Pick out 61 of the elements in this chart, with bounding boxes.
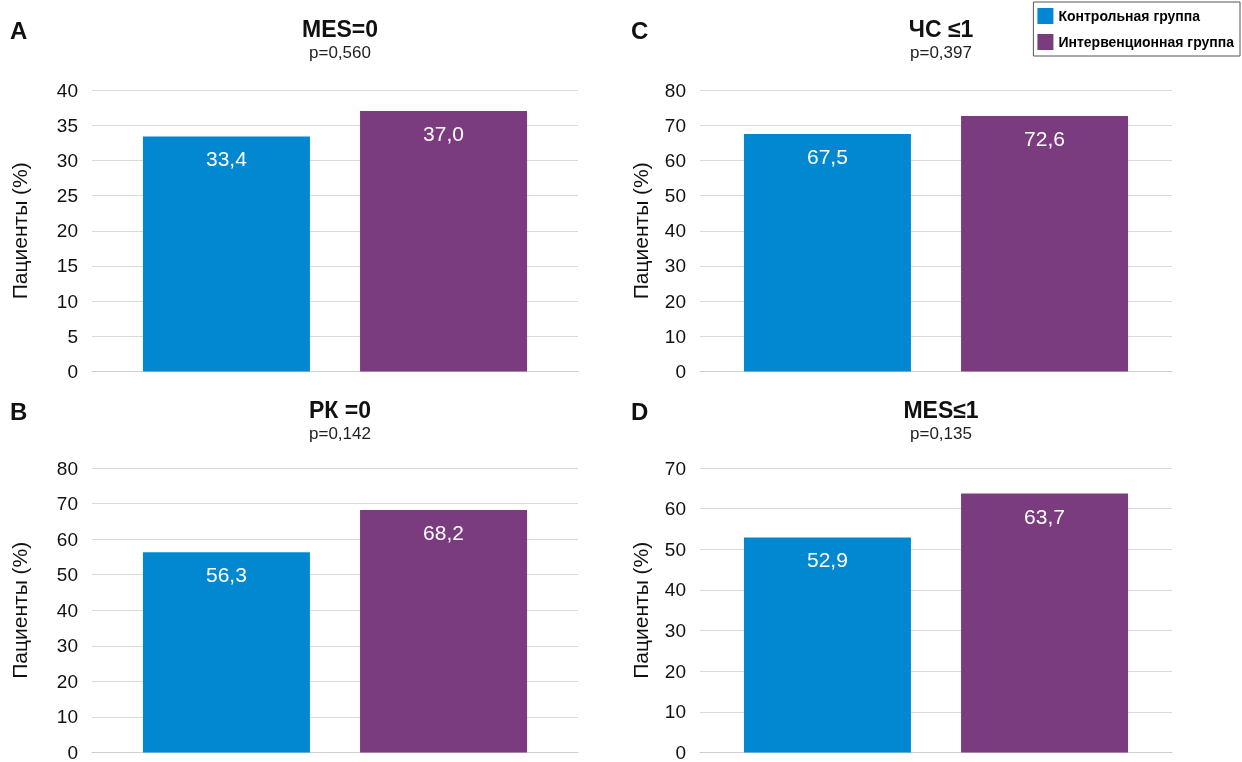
text: C	[631, 16, 649, 44]
legend-label: Интервенционная группа	[1058, 34, 1235, 50]
y-tick-label: 70	[664, 457, 686, 479]
y-tick-label: 30	[664, 255, 686, 277]
y-tick-label: 30	[56, 635, 78, 657]
y-tick-label: 80	[56, 457, 78, 479]
y-tick-label: 70	[664, 114, 686, 136]
y-tick-label: 20	[664, 290, 686, 312]
data-label: 68,2	[423, 520, 464, 544]
legend-label: Контрольная группа	[1058, 8, 1201, 24]
y-tick-label: 50	[56, 564, 78, 586]
y-tick-label: 60	[664, 149, 686, 171]
data-label: 63,7	[1024, 504, 1065, 528]
text: D	[631, 397, 649, 425]
y-tick-label: 35	[56, 114, 78, 136]
data-label: 56,3	[206, 563, 247, 587]
data-label: 33,4	[206, 147, 248, 171]
y-tick-label: 10	[664, 325, 686, 347]
y-axis-title: Пациенты (%)	[8, 162, 31, 300]
chart-title: РК =0	[309, 396, 371, 423]
data-label: 52,9	[807, 548, 848, 572]
y-axis-title: Пациенты (%)	[629, 162, 652, 300]
y-tick-label: 20	[56, 670, 78, 692]
data-label: 37,0	[423, 122, 464, 146]
y-tick-label: 20	[664, 660, 686, 682]
y-tick-label: 70	[56, 493, 78, 515]
chart-title: MES≤1	[903, 396, 979, 423]
chart-subtitle: p=0,560	[309, 43, 371, 62]
y-tick-label: 15	[56, 255, 78, 277]
y-axis-title: Пациенты (%)	[629, 541, 652, 679]
text: B	[10, 397, 28, 425]
chart-title: MES=0	[301, 15, 379, 42]
chart-title: ЧС ≤1	[908, 15, 974, 42]
y-tick-label: 50	[664, 538, 686, 560]
y-tick-label: 40	[664, 220, 686, 242]
text: A	[10, 16, 28, 44]
y-tick-label: 30	[664, 620, 686, 642]
y-tick-label: 5	[67, 325, 78, 347]
chart-subtitle: p=0,397	[910, 43, 972, 62]
y-tick-label: 0	[675, 361, 686, 382]
data-label: 67,5	[807, 144, 848, 168]
y-tick-label: 30	[56, 149, 78, 171]
chart-subtitle: p=0,135	[910, 424, 972, 443]
y-tick-label: 60	[664, 498, 686, 520]
y-tick-label: 50	[664, 185, 686, 207]
y-tick-label: 10	[664, 701, 686, 723]
y-tick-label: 0	[675, 742, 686, 762]
y-tick-label: 20	[56, 220, 78, 242]
y-tick-label: 0	[67, 742, 78, 762]
y-tick-label: 40	[56, 79, 78, 101]
y-tick-label: 80	[664, 79, 686, 101]
chart-subtitle: p=0,142	[309, 424, 371, 443]
y-tick-label: 0	[67, 361, 78, 382]
y-axis-title: Пациенты (%)	[8, 541, 31, 679]
y-tick-label: 10	[56, 290, 78, 312]
y-tick-label: 60	[56, 528, 78, 550]
y-tick-label: 40	[56, 599, 78, 621]
data-label: 72,6	[1024, 127, 1065, 151]
y-tick-label: 10	[56, 706, 78, 728]
y-tick-label: 40	[664, 579, 686, 601]
y-tick-label: 25	[56, 185, 78, 207]
